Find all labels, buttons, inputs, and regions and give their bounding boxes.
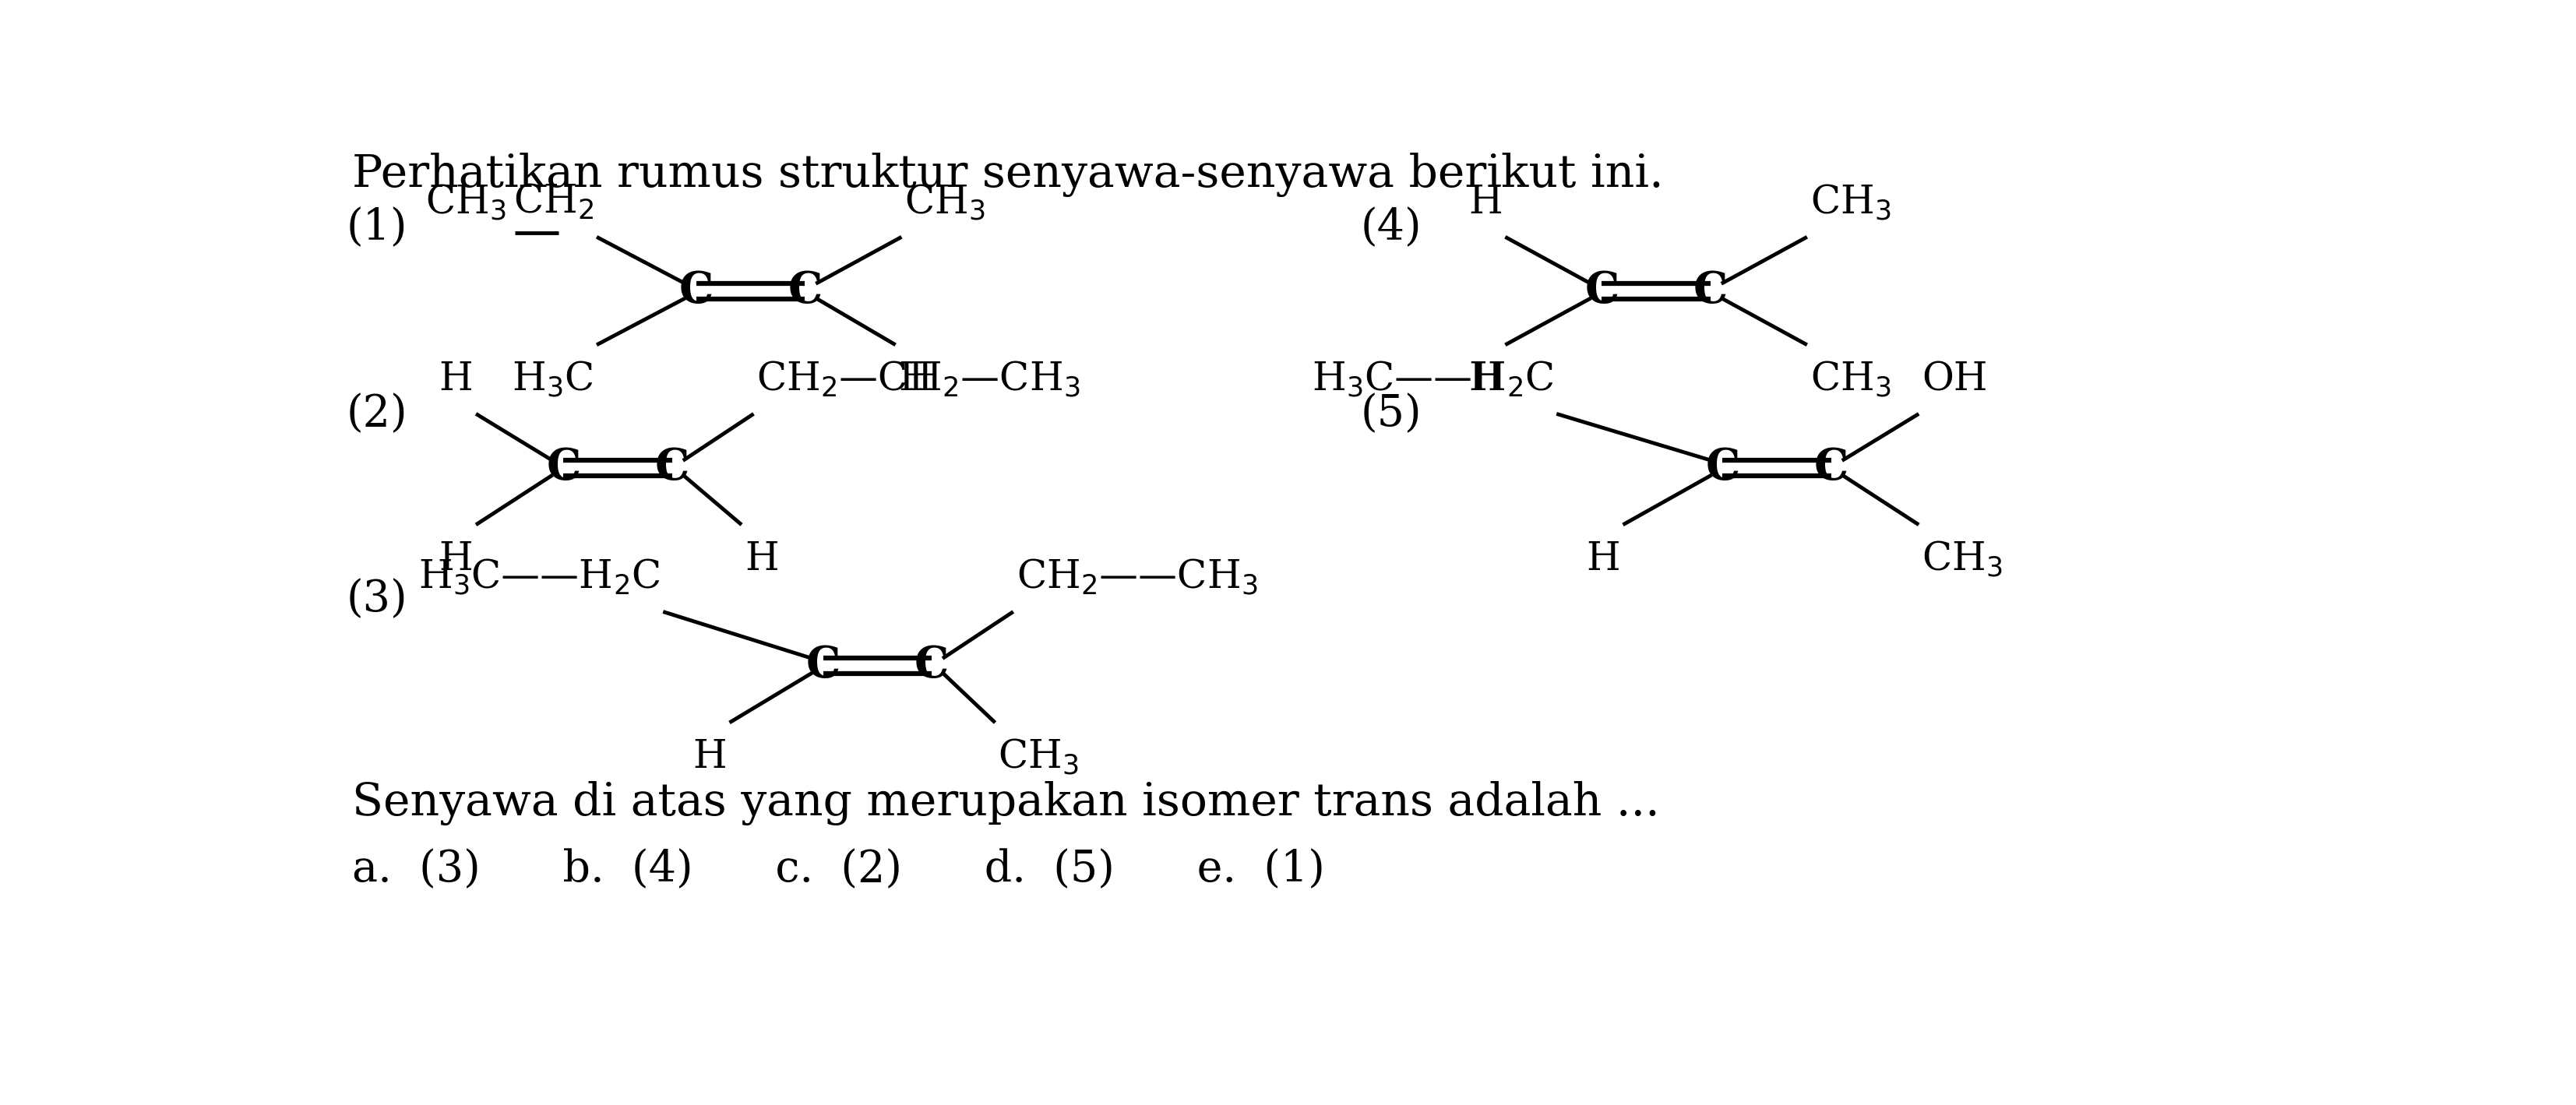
Text: H: H xyxy=(744,539,778,578)
Text: (3): (3) xyxy=(345,578,407,621)
Text: Senyawa di atas yang merupakan isomer trans adalah ...: Senyawa di atas yang merupakan isomer tr… xyxy=(353,781,1659,825)
Text: H: H xyxy=(438,539,474,578)
Text: OH: OH xyxy=(1922,360,1989,399)
Text: (2): (2) xyxy=(345,392,407,435)
Text: C: C xyxy=(1692,270,1728,313)
Text: CH$_2$——CH$_3$: CH$_2$——CH$_3$ xyxy=(1018,557,1257,597)
Text: CH$_2$—CH$_2$—CH$_3$: CH$_2$—CH$_2$—CH$_3$ xyxy=(757,359,1079,399)
Text: CH$_3$: CH$_3$ xyxy=(904,182,987,222)
Text: C: C xyxy=(1584,270,1620,313)
Text: H: H xyxy=(1468,360,1502,399)
Text: H$_3$C——H$_2$C: H$_3$C——H$_2$C xyxy=(1311,359,1553,399)
Text: H: H xyxy=(438,360,474,399)
Text: CH$_3$: CH$_3$ xyxy=(997,738,1079,777)
Text: H: H xyxy=(899,360,933,399)
Text: H$_3$C——H$_2$C: H$_3$C——H$_2$C xyxy=(417,557,659,597)
Text: C: C xyxy=(546,446,580,490)
Text: CH$_3$: CH$_3$ xyxy=(1922,539,2002,579)
Text: (1): (1) xyxy=(345,207,407,250)
Text: (4): (4) xyxy=(1360,207,1422,250)
Text: CH$_2$: CH$_2$ xyxy=(513,183,592,222)
Text: H: H xyxy=(1587,539,1620,578)
Text: CH$_3$: CH$_3$ xyxy=(425,182,505,222)
Text: C: C xyxy=(806,644,840,687)
Text: CH$_3$: CH$_3$ xyxy=(1811,360,1891,399)
Text: C: C xyxy=(680,270,714,313)
Text: C: C xyxy=(654,446,690,490)
Text: C: C xyxy=(788,270,822,313)
Text: C: C xyxy=(914,644,948,687)
Text: H: H xyxy=(693,738,726,776)
Text: H$_3$C: H$_3$C xyxy=(513,360,592,399)
Text: CH$_3$: CH$_3$ xyxy=(1811,182,1891,222)
Text: H: H xyxy=(1468,183,1502,222)
Text: C: C xyxy=(1814,446,1850,490)
Text: (5): (5) xyxy=(1360,392,1422,435)
Text: C: C xyxy=(1705,446,1739,490)
Text: a.  (3)      b.  (4)      c.  (2)      d.  (5)      e.  (1): a. (3) b. (4) c. (2) d. (5) e. (1) xyxy=(353,849,1324,891)
Text: Perhatikan rumus struktur senyawa-senyawa berikut ini.: Perhatikan rumus struktur senyawa-senyaw… xyxy=(353,152,1664,198)
